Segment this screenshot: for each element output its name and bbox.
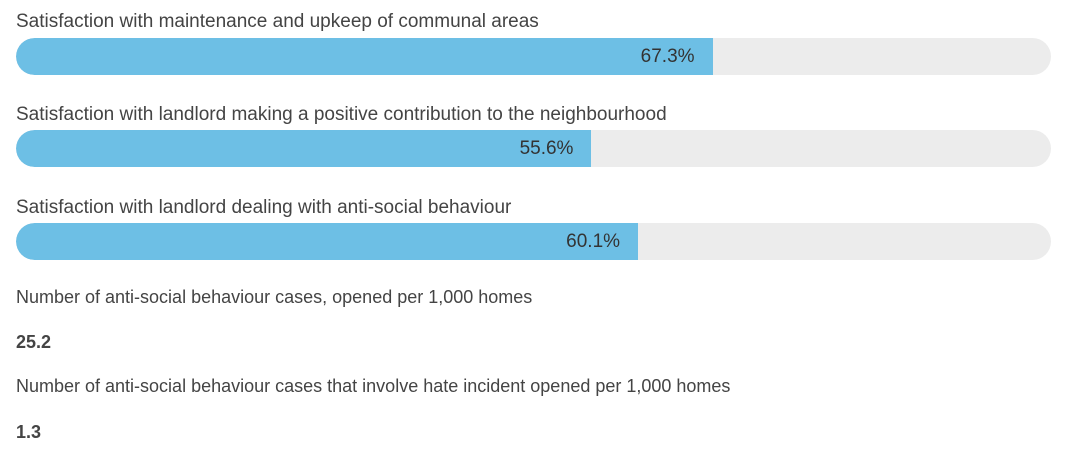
bar-value-neighbourhood: 55.6% (519, 138, 574, 159)
bar-value-communal-areas: 67.3% (640, 46, 695, 67)
bar-track-communal-areas: 67.3% (16, 38, 1051, 75)
stat-label-asb-cases: Number of anti-social behaviour cases, o… (16, 287, 533, 307)
bar-value-anti-social: 60.1% (566, 231, 621, 252)
bar-fill-communal-areas: 67.3% (16, 38, 713, 75)
bar-fill-neighbourhood: 55.6% (16, 130, 592, 167)
metric-label-neighbourhood: Satisfaction with landlord making a posi… (16, 104, 667, 125)
stat-label-hate-incident-cases: Number of anti-social behaviour cases th… (16, 376, 731, 396)
stat-value-hate-incident-cases: 1.3 (16, 422, 42, 442)
metric-label-anti-social: Satisfaction with landlord dealing with … (16, 197, 512, 218)
bar-fill-anti-social: 60.1% (16, 223, 639, 260)
bar-track-anti-social: 60.1% (16, 223, 1051, 260)
bar-track-neighbourhood: 55.6% (16, 130, 1051, 167)
stat-value-asb-cases: 25.2 (16, 332, 52, 352)
metric-label-communal-areas: Satisfaction with maintenance and upkeep… (16, 11, 539, 32)
